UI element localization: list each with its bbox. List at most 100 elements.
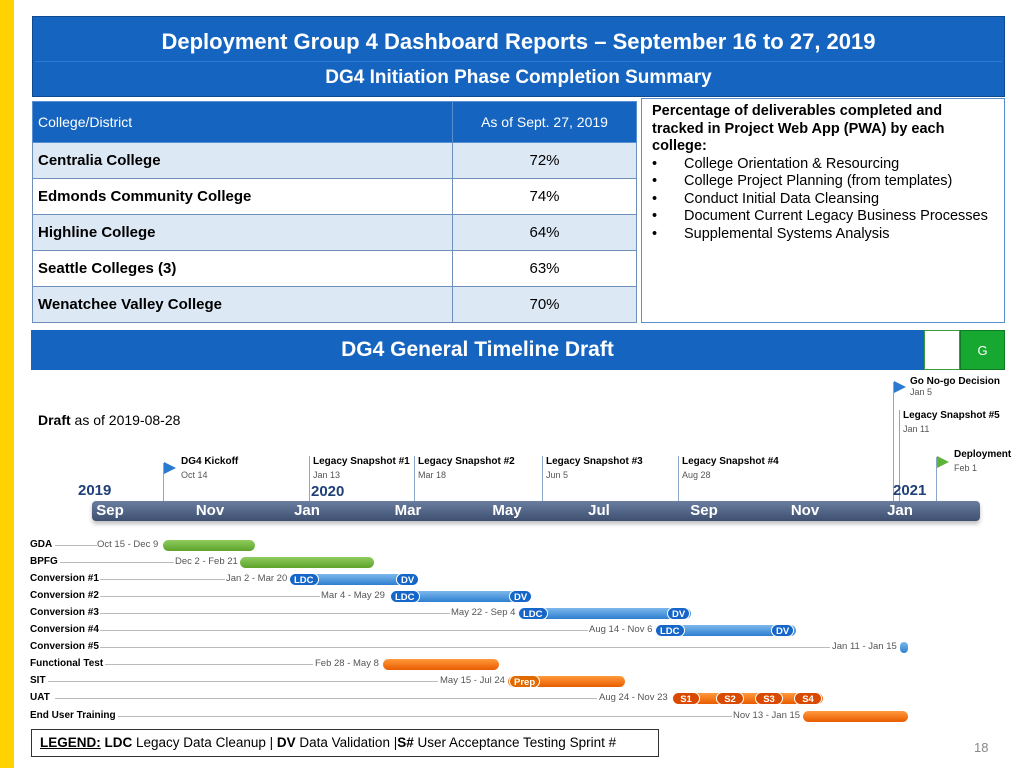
milestone-date: Jun 5 (546, 470, 569, 480)
month-label: May (492, 502, 522, 519)
header-divider (35, 61, 1002, 62)
legend-dv-text: Data Validation | (295, 735, 398, 750)
table-row: Edmonds Community College 74% (32, 178, 637, 215)
leader-line (100, 613, 450, 614)
task-bar (390, 591, 532, 602)
milestone-label: Deployment (954, 449, 1012, 460)
dv-pill: DV (509, 590, 533, 603)
ldc-pill: LDC (655, 624, 685, 637)
task-sit: SIT (30, 675, 46, 686)
milestone-label: Go No-go Decision (910, 376, 1000, 387)
milestone-line (163, 463, 164, 501)
uat-sprint-3-pill: S3 (755, 692, 783, 705)
milestone-date: Jan 5 (910, 387, 933, 397)
status-badge: G (960, 330, 1005, 370)
milestone-line (542, 456, 543, 501)
task-bar (672, 693, 823, 704)
legend: LEGEND: LDC Legacy Data Cleanup | DV Dat… (31, 729, 659, 757)
task-bar (518, 608, 691, 619)
milestone-snapshot-3: Legacy Snapshot #3 Jun 5 (546, 456, 643, 480)
table-row: Highline College 64% (32, 214, 637, 251)
column-header-date: As of Sept. 27, 2019 (452, 101, 637, 143)
dv-pill: DV (667, 607, 691, 620)
year-label: 2019 (78, 482, 112, 499)
month-label: Jan (294, 502, 320, 519)
task-conversion-5: Conversion #5 (30, 641, 99, 652)
task-range: Jan 11 - Jan 15 (832, 641, 897, 652)
month-label: Nov (195, 502, 225, 519)
month-label: Jan (887, 502, 913, 519)
milestone-date: Jan 13 (313, 470, 341, 480)
task-range: Mar 4 - May 29 (321, 590, 385, 601)
draft-label: Draft (38, 412, 71, 428)
dv-pill: DV (396, 573, 420, 586)
milestone-label: Legacy Snapshot #4 (682, 456, 779, 467)
milestone-snapshot-4: Legacy Snapshot #4 Aug 28 (682, 456, 779, 480)
task-bar (508, 676, 625, 687)
list-item: College Orientation & Resourcing (652, 156, 994, 174)
task-range: Aug 24 - Nov 23 (599, 692, 668, 703)
leader-line (60, 562, 174, 563)
milestone-snapshot-2: Legacy Snapshot #2 Mar 18 (418, 456, 515, 480)
prep-pill: Prep (509, 675, 541, 688)
task-conversion-1: Conversion #1 (30, 573, 99, 584)
leader-line (55, 545, 97, 546)
legend-ldc-text: Legacy Data Cleanup | (132, 735, 277, 750)
timeline-title: DG4 General Timeline Draft (31, 330, 924, 370)
ldc-pill: LDC (289, 573, 319, 586)
legend-ldc: LDC (104, 735, 133, 750)
milestone-label: Legacy Snapshot #3 (546, 456, 643, 467)
task-bar (803, 711, 908, 722)
college-name: Edmonds Community College (32, 178, 453, 215)
table-row: Wenatchee Valley College 70% (32, 286, 637, 323)
milestone-snapshot-1: Legacy Snapshot #1 Jan 13 (313, 456, 410, 480)
report-header: Deployment Group 4 Dashboard Reports – S… (32, 16, 1005, 97)
table-row: Centralia College 72% (32, 142, 637, 179)
ldc-pill: LDC (390, 590, 420, 603)
uat-sprint-2-pill: S2 (716, 692, 744, 705)
list-item: College Project Planning (from templates… (652, 173, 994, 191)
legend-sprint: S# (397, 735, 414, 750)
milestone-line (678, 456, 679, 501)
leader-line (100, 579, 225, 580)
milestone-label: Legacy Snapshot #5 (903, 410, 1000, 421)
leader-line (105, 664, 313, 665)
list-item: Supplemental Systems Analysis (652, 226, 994, 244)
leader-line (100, 647, 830, 648)
task-bar (900, 642, 908, 653)
legend-prefix: LEGEND: (40, 735, 101, 750)
report-title: Deployment Group 4 Dashboard Reports – S… (161, 29, 876, 54)
task-bpfg: BPFG (30, 556, 58, 567)
month-axis: Sep Nov Jan Mar May Jul Sep Nov Jan (92, 501, 980, 521)
flag-icon (164, 462, 176, 474)
college-name: Wenatchee Valley College (32, 286, 453, 323)
completion-percent: 74% (452, 178, 637, 215)
task-bar (655, 625, 796, 636)
task-range: Oct 15 - Dec 9 (97, 539, 159, 550)
ldc-pill: LDC (518, 607, 548, 620)
year-label: 2021 (893, 482, 927, 499)
milestone-line (936, 457, 937, 501)
leader-line (100, 596, 320, 597)
milestone-line (899, 410, 900, 501)
page-number: 18 (974, 740, 989, 755)
leader-line (100, 630, 588, 631)
task-range: Aug 14 - Nov 6 (589, 624, 653, 635)
task-uat: UAT (30, 692, 50, 703)
deliverables-list: College Orientation & Resourcing College… (652, 156, 994, 244)
completion-table: College/District As of Sept. 27, 2019 Ce… (32, 101, 637, 323)
column-header-college: College/District (32, 101, 453, 143)
draft-note: Draft as of 2019-08-28 (38, 412, 180, 428)
note-heading: Percentage of deliverables completed and… (652, 103, 945, 154)
task-range: Jan 2 - Mar 20 (226, 573, 288, 584)
milestone-snapshot-5: Legacy Snapshot #5 Jan 11 (903, 410, 1000, 434)
month-label: Sep (96, 502, 124, 519)
completion-percent: 70% (452, 286, 637, 323)
month-label: Mar (394, 502, 422, 519)
college-name: Centralia College (32, 142, 453, 179)
completion-percent: 64% (452, 214, 637, 251)
month-label: Sep (690, 502, 718, 519)
leader-line (55, 698, 597, 699)
leader-line (118, 716, 732, 717)
month-label: Nov (790, 502, 820, 519)
